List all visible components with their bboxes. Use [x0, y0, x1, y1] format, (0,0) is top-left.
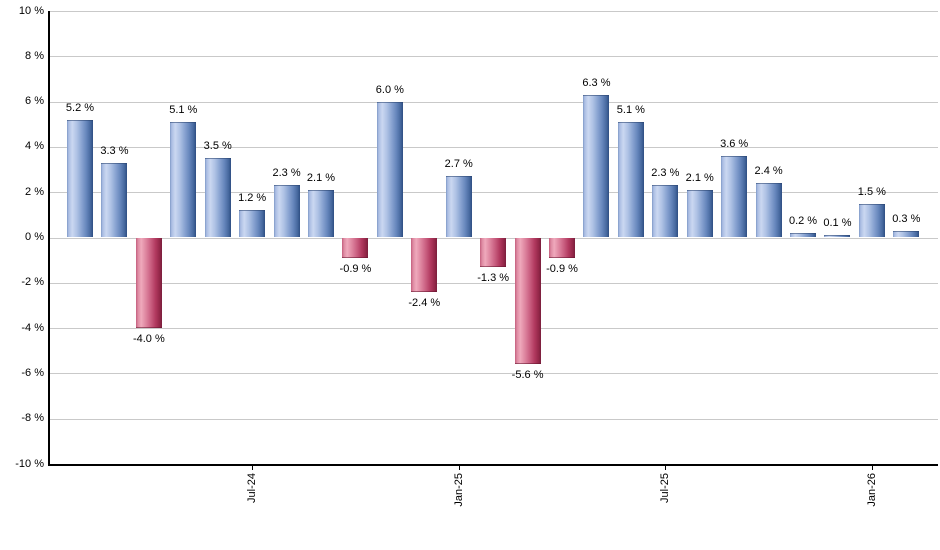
y-tick-label: 2 %	[25, 185, 44, 198]
y-grid-line	[49, 101, 938, 103]
bar-value-label: 6.3 %	[582, 76, 611, 89]
bar-value-label: 0.2 %	[788, 214, 818, 227]
bar-negative	[135, 237, 162, 329]
bar-positive	[273, 185, 300, 238]
bar-positive	[583, 94, 610, 238]
bar-value-label: -0.9 %	[339, 262, 372, 275]
x-tick-mark	[252, 463, 254, 470]
y-tick-label: -10 %	[15, 457, 44, 470]
bar-value-label: 6.0 %	[375, 83, 404, 96]
bar-positive	[790, 232, 817, 238]
y-tick-label: 10 %	[18, 4, 44, 17]
bar-value-label: -1.3 %	[477, 271, 510, 284]
x-tick-label: Jul-24	[246, 472, 259, 503]
bar-positive	[376, 101, 403, 238]
bar-value-label: 3.5 %	[203, 140, 232, 153]
bar-positive	[893, 230, 920, 238]
bar-negative	[549, 237, 576, 258]
bar-value-label: -5.6 %	[511, 369, 544, 382]
bar-value-label: 2.1 %	[306, 171, 336, 184]
x-tick-mark	[871, 463, 873, 470]
y-tick-label: -2 %	[21, 276, 44, 289]
y-grid-line	[49, 418, 938, 420]
y-axis-line	[48, 11, 50, 466]
y-grid-line	[49, 373, 938, 375]
bar-value-label: 1.2 %	[238, 192, 267, 205]
bar-value-label: -0.9 %	[546, 262, 578, 275]
bar-value-label: 5.2 %	[65, 101, 95, 114]
y-grid-line	[49, 282, 938, 284]
bar-value-label: 1.5 %	[857, 185, 886, 198]
bar-value-label: -2.4 %	[408, 296, 441, 309]
bar-value-label: 2.3 %	[272, 167, 301, 180]
bar-negative	[411, 237, 438, 292]
bar-value-label: 3.6 %	[720, 137, 749, 150]
bar-positive	[721, 155, 748, 238]
bar-negative	[514, 237, 541, 365]
x-axis-line	[48, 463, 938, 466]
y-grid-line	[49, 11, 938, 12]
x-tick-label: Jul-25	[659, 472, 672, 503]
bar-negative	[480, 237, 507, 267]
y-tick-label: 6 %	[25, 95, 44, 108]
x-tick-mark	[665, 463, 667, 470]
y-tick-label: 4 %	[25, 140, 44, 153]
y-tick-label: -8 %	[21, 412, 44, 425]
bar-negative	[342, 237, 369, 258]
y-tick-label: 8 %	[25, 49, 44, 62]
bar-value-label: 2.4 %	[754, 165, 783, 178]
bar-value-label: 0.1 %	[823, 217, 852, 230]
y-grid-line	[49, 56, 938, 58]
bar-positive	[652, 185, 679, 238]
bar-positive	[824, 235, 851, 238]
bar-positive	[67, 119, 93, 238]
bar-positive	[239, 210, 266, 238]
y-grid-line	[49, 146, 938, 148]
bar-value-label: 0.3 %	[892, 212, 921, 225]
bar-positive	[858, 203, 885, 238]
y-tick-label: 0 %	[25, 231, 44, 243]
y-tick-label: -4 %	[21, 321, 44, 334]
bar-positive	[445, 176, 472, 238]
bar-value-label: 2.1 %	[685, 171, 714, 184]
x-tick-mark	[458, 463, 460, 470]
bar-positive	[755, 183, 782, 238]
bar-value-label: 5.1 %	[169, 103, 198, 116]
y-grid-line	[49, 192, 938, 194]
bar-positive	[204, 158, 231, 238]
bar-positive	[686, 189, 713, 238]
y-grid-line	[49, 328, 938, 330]
bar-value-label: 2.3 %	[651, 167, 680, 180]
bar-value-label: 3.3 %	[100, 144, 129, 157]
bar-positive	[617, 121, 644, 238]
bar-value-label: 2.7 %	[444, 158, 473, 171]
y-tick-label: -6 %	[21, 366, 44, 379]
bar-positive	[101, 162, 128, 238]
bar-positive	[170, 121, 197, 238]
x-tick-label: Jan-26	[865, 472, 878, 507]
bar-positive	[308, 189, 334, 238]
bar-value-label: -4.0 %	[132, 333, 165, 346]
x-tick-label: Jan-25	[452, 472, 465, 507]
bar-value-label: 5.1 %	[616, 103, 645, 116]
